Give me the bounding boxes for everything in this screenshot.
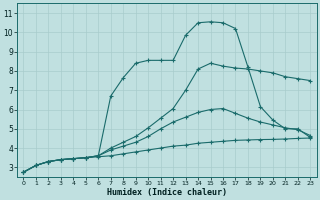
X-axis label: Humidex (Indice chaleur): Humidex (Indice chaleur): [107, 188, 227, 197]
